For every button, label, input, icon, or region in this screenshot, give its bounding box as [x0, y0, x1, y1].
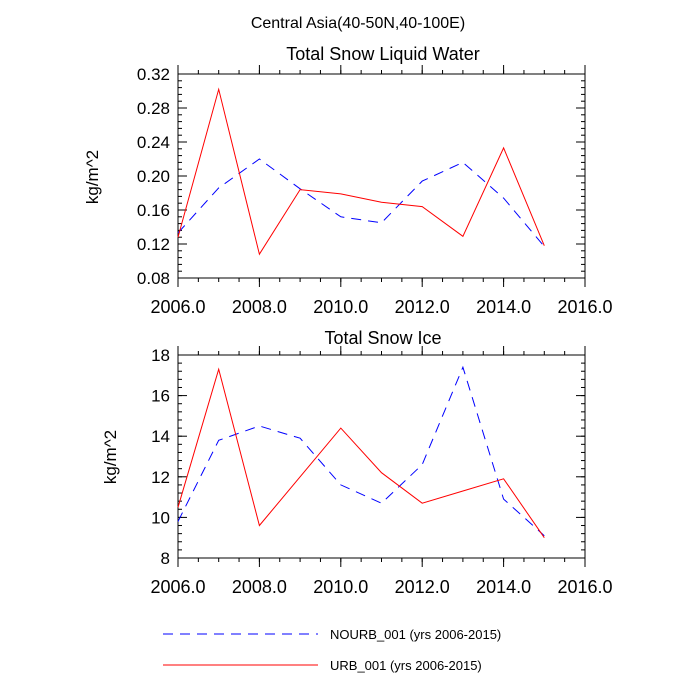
x-tick-label: 2008.0: [232, 577, 287, 597]
x-tick-label: 2016.0: [557, 577, 612, 597]
series-line-urb: [177, 87, 545, 256]
panel-title: Total Snow Liquid Water: [286, 44, 479, 64]
panel-snow-liquid-water: Total Snow Liquid Water kg/m^2 0.08 0.12 0…: [83, 44, 613, 317]
series-line-urb: [177, 367, 545, 538]
y-tick-label: 0.32: [137, 65, 170, 84]
series-line-nourb: [177, 365, 545, 537]
y-tick-label: 0.12: [137, 235, 170, 254]
x-tick-label: 2010.0: [313, 577, 368, 597]
x-tick-label: 2010.0: [313, 297, 368, 317]
y-tick-label: 10: [151, 508, 170, 527]
figure-title: Central Asia(40-50N,40-100E): [251, 15, 465, 32]
series-line-nourb: [177, 158, 545, 247]
y-tick-label: 0.16: [137, 201, 170, 220]
y-tick-label: 18: [151, 346, 170, 365]
y-tick-label: 12: [151, 468, 170, 487]
legend-label-urb: URB_001 (yrs 2006-2015): [330, 658, 482, 673]
plot-frame: [177, 354, 586, 559]
x-tick-label: 2006.0: [150, 297, 205, 317]
x-tick-label: 2014.0: [476, 297, 531, 317]
legend: NOURB_001 (yrs 2006-2015) URB_001 (yrs 2…: [163, 627, 501, 673]
y-axis-label: kg/m^2: [83, 150, 102, 204]
y-tick-label: 8: [161, 549, 170, 568]
x-tick-label: 2012.0: [395, 297, 450, 317]
panel-snow-ice: Total Snow Ice kg/m^2 8 10 12 14 16 18 2006.0 2…: [101, 328, 613, 597]
x-tick-label: 2012.0: [395, 577, 450, 597]
x-tick-label: 2006.0: [150, 577, 205, 597]
y-tick-label: 0.08: [137, 269, 170, 288]
y-tick-label: 0.20: [137, 167, 170, 186]
y-tick-label: 0.28: [137, 99, 170, 118]
y-tick-label: 14: [151, 427, 170, 446]
legend-label-nourb: NOURB_001 (yrs 2006-2015): [330, 627, 501, 642]
x-tick-label: 2016.0: [557, 297, 612, 317]
plot-frame: [177, 73, 586, 279]
y-axis-label: kg/m^2: [101, 430, 120, 484]
y-tick-label: 16: [151, 387, 170, 406]
x-tick-label: 2008.0: [232, 297, 287, 317]
y-tick-label: 0.24: [137, 133, 170, 152]
panel-title: Total Snow Ice: [324, 328, 441, 348]
x-tick-label: 2014.0: [476, 577, 531, 597]
